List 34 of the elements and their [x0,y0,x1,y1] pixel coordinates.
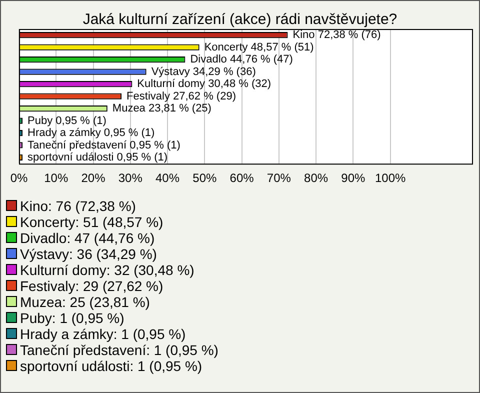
x-tick-label: 60% [230,171,254,186]
x-tick-label: 20% [81,171,106,186]
text: Festivaly: 29 (27,62 %) [19,278,164,294]
text: Puby: 1 (0,95 %) [19,310,126,326]
category-label: Koncerty 48,57 % (51) [204,41,314,54]
category-label: Divadlo 44,76 % (47) [190,54,293,66]
text: Výstavy: 36 (34,29 %) [19,246,158,262]
text: Hrady a zámky: 1 (0,95 %) [19,326,187,342]
category-label: Kino 72,38 % (76) [292,29,381,42]
text: Divadlo: 47 (44,76 %) [19,230,156,246]
text: Kulturní domy: 32 (30,48 %) [19,262,196,278]
category-label: Výstavy 34,29 % (36) [151,66,256,78]
category-label: Muzea 23,81 % (25) [112,102,212,115]
text: Kino: 76 (72,38 %) [19,198,137,214]
x-tick-label: 80% [304,171,328,186]
category-label: Puby 0,95 % (1) [28,114,106,127]
x-tick-label: 40% [156,171,180,186]
x-tick-label: 90% [341,171,366,186]
x-tick-label: 70% [266,171,292,186]
x-tick-label: 10% [44,171,68,186]
category-label: sportovní události 0,95 % (1) [28,152,168,164]
text: Koncerty: 51 (48,57 %) [19,214,164,230]
x-tick-label: 100% [374,171,406,186]
category-label: Festivaly 27,62 % (29) [126,90,236,102]
category-label: Hrady a zámky 0,95 % (1) [28,127,155,140]
x-tick-label: 0% [10,171,28,186]
text: sportovní události: 1 (0,95 %) [19,358,204,374]
text: Muzea: 25 (23,81 %) [19,294,151,310]
category-label: Taneční představení 0,95 % (1) [28,139,180,152]
text: Taneční představení: 1 (0,95 %) [19,342,218,358]
chart-title: Jaká kulturní zařízení (akce) rádi navštěvujete? [82,11,398,28]
x-tick-label: 50% [192,171,217,186]
category-label: Kulturní domy 30,48 % (32) [137,78,272,90]
x-tick-label: 30% [118,171,143,186]
